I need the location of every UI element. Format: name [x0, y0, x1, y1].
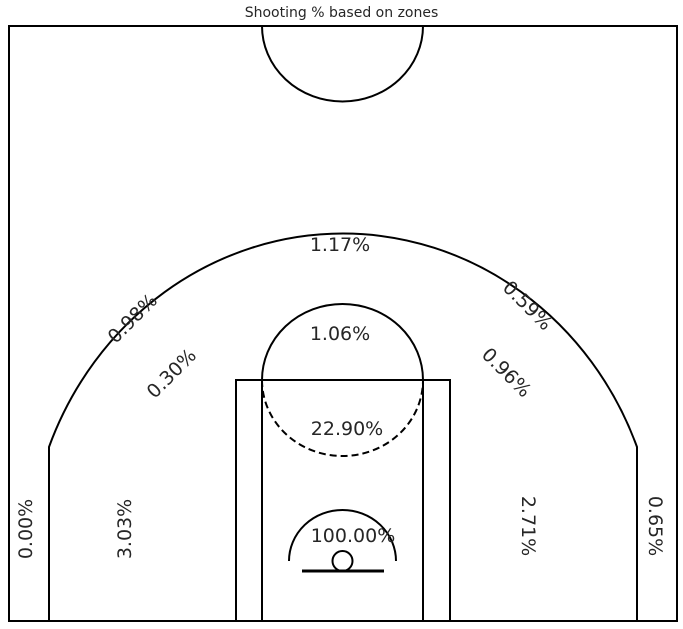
zone-label-mid-right-baseline: 2.71%	[517, 496, 539, 556]
zone-label-three-right-wing: 0.59%	[498, 277, 556, 335]
hoop	[331, 550, 354, 572]
zone-label-paint: 22.90%	[311, 418, 383, 440]
zone-label-mid-left-baseline: 3.03%	[114, 499, 136, 559]
zone-label-left-corner-three: 0.00%	[15, 499, 37, 559]
outer-lane	[235, 379, 451, 622]
zone-label-three-left-wing: 0.98%	[104, 290, 162, 348]
zone-label-mid-right-wing: 0.96%	[477, 344, 535, 402]
free-throw-circle-bottom	[261, 379, 424, 457]
restricted-area-arc	[288, 509, 397, 562]
chart-title: Shooting % based on zones	[244, 5, 439, 21]
zone-label-mid-left-wing: 0.30%	[143, 345, 201, 403]
free-throw-circle-top	[261, 303, 424, 381]
zone-label-top-of-key: 1.06%	[310, 323, 370, 345]
inner-lane	[261, 379, 424, 622]
zone-label-three-top: 1.17%	[310, 234, 370, 256]
zone-label-restricted-area: 100.00%	[311, 525, 396, 547]
zone-label-right-corner-three: 0.65%	[644, 496, 666, 556]
half-court-circle	[261, 25, 424, 103]
three-point-line	[48, 232, 638, 621]
